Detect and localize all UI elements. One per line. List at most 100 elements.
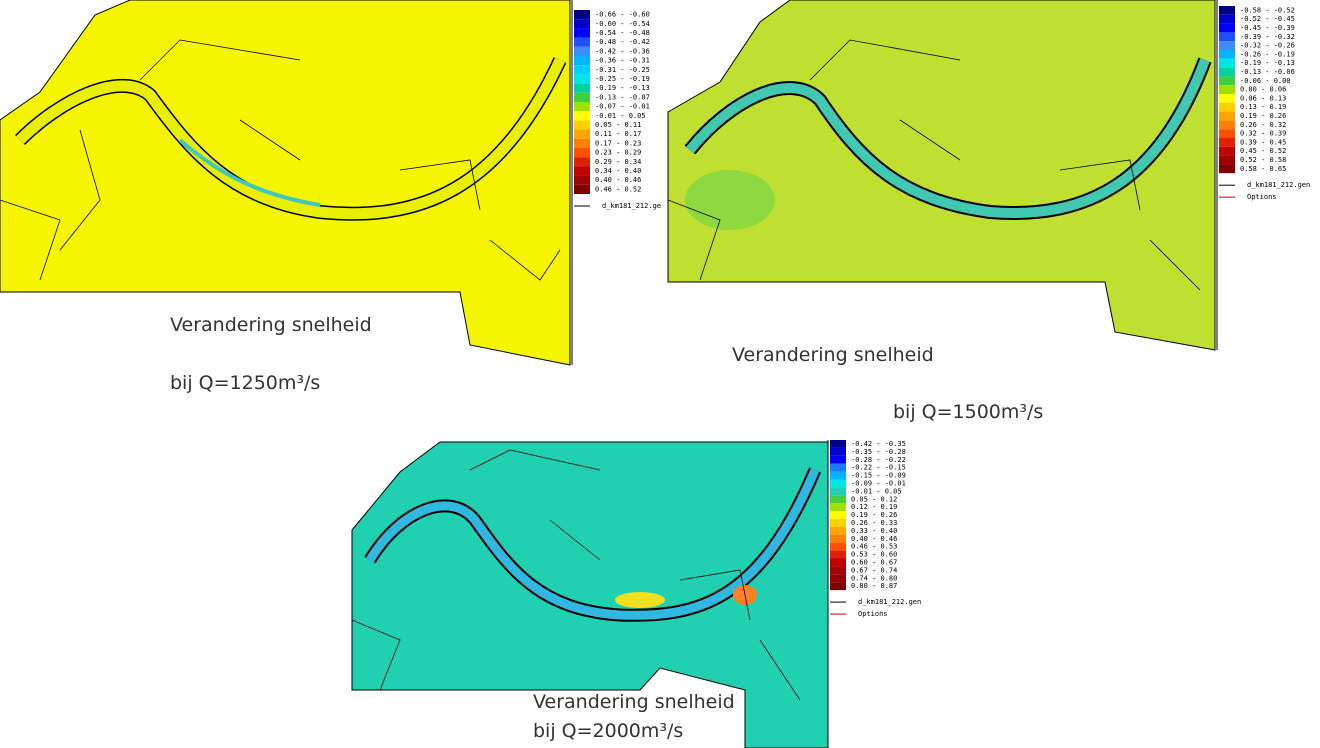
legend-label: -0.58 - -0.52: [1240, 6, 1295, 14]
legend-swatch: [830, 471, 846, 480]
legend-label: 0.05 - 0.12: [851, 495, 897, 503]
legend-label: -0.48 - -0.42: [595, 38, 650, 46]
hotspot: [615, 592, 665, 608]
legend-swatch: [574, 111, 590, 121]
legend-swatch: [830, 447, 846, 456]
legend-label: -0.60 - -0.54: [595, 20, 650, 28]
legend-swatch: [574, 83, 590, 93]
legend-label: 0.26 - 0.32: [1240, 121, 1286, 129]
legend-swatch: [1219, 23, 1235, 33]
legend-label: -0.35 - -0.28: [851, 448, 906, 456]
legend-label: -0.13 - -0.07: [595, 93, 650, 101]
legend-label: -0.28 - -0.22: [851, 456, 906, 464]
legend-swatch: [574, 166, 590, 176]
legend-swatch: [574, 184, 590, 194]
legend-label: 0.05 - 0.11: [595, 121, 641, 129]
legend-label: -0.31 - -0.25: [595, 66, 650, 74]
legend-swatch: [1219, 41, 1235, 50]
legend-swatch: [830, 582, 846, 591]
legend-swatch: [830, 526, 846, 535]
caption-discharge: bij Q=1500m³/s: [893, 401, 1043, 423]
caption-title: Verandering snelheid: [170, 314, 372, 336]
legend-swatch: [1219, 67, 1235, 77]
legend-swatch: [830, 550, 846, 559]
legend-label: -0.19 - -0.13: [595, 84, 650, 92]
legend-swatch: [830, 558, 846, 567]
legend-label: 0.74 - 0.80: [851, 574, 897, 582]
legend-label: -0.26 - -0.19: [1240, 50, 1295, 58]
caption-title: Verandering snelheid: [732, 344, 934, 366]
legend-label: 0.32 - 0.39: [1240, 130, 1286, 138]
legend-swatch: [830, 495, 846, 504]
legend-label: 0.40 - 0.46: [595, 176, 641, 184]
legend-label: 0.52 - 0.58: [1240, 156, 1286, 164]
legend-label: 0.13 - 0.19: [1240, 103, 1286, 111]
map-3: Verandering snelheid bij Q=2000m³/s: [351, 440, 829, 748]
legend-swatch: [574, 19, 590, 29]
legend-swatch: [574, 56, 590, 66]
legend-label: 0.29 - 0.34: [595, 158, 641, 166]
legend-swatch: [574, 157, 590, 167]
legend-label: 0.19 - 0.26: [851, 511, 897, 519]
legend-swatch: [574, 102, 590, 112]
river: [16, 57, 565, 220]
legend-swatch: [830, 534, 846, 543]
legend-swatch: [1219, 102, 1235, 112]
legend-label: 0.46 - 0.52: [595, 185, 641, 193]
land: [0, 0, 571, 366]
legend-label: -0.36 - -0.31: [595, 57, 650, 65]
legend-swatch: [1219, 129, 1235, 138]
legend-swatch: [830, 463, 846, 472]
legend-label: -0.25 - -0.19: [595, 75, 650, 83]
legend-label: 0.58 - 0.65: [1240, 165, 1286, 173]
river-channel: [178, 138, 321, 207]
legend-options: Options: [1247, 193, 1277, 201]
legend-label: -0.09 - -0.01: [851, 479, 906, 487]
caption-title: Verandering snelheid: [533, 691, 735, 713]
legend-swatch: [830, 574, 846, 583]
legend-swatch: [1219, 146, 1235, 156]
contours: [667, 39, 1201, 291]
legend-swatch: [574, 74, 590, 84]
legend-label: 0.33 - 0.40: [851, 527, 897, 535]
map-1: Verandering snelheid bij Q=1250m³/s: [0, 0, 670, 394]
contours: [0, 39, 561, 281]
legend-swatch: [1219, 85, 1235, 94]
legend-label: -0.06 - 0.00: [1240, 77, 1291, 85]
legend-label: -0.32 - -0.26: [1240, 42, 1295, 50]
legend-swatch: [830, 542, 846, 551]
legend-label: 0.26 - 0.33: [851, 519, 897, 527]
legend-swatch: [574, 28, 590, 38]
river: [366, 468, 820, 620]
legend-swatch: [574, 37, 590, 47]
legend-label: -0.19 - -0.13: [1240, 59, 1295, 67]
legend-label: -0.39 - -0.32: [1240, 33, 1295, 41]
legend-label: 0.40 - 0.46: [851, 535, 897, 543]
legend-swatch: [1219, 94, 1235, 103]
legend-swatch: [1219, 164, 1235, 174]
legend-label: 0.06 - 0.13: [1240, 94, 1286, 102]
legend-swatch: [830, 455, 846, 464]
legend-label: 0.19 - 0.26: [1240, 112, 1286, 120]
legend-swatch: [830, 487, 846, 496]
caption-discharge: bij Q=2000m³/s: [533, 720, 683, 742]
legend-swatch: [1219, 120, 1235, 130]
legend-swatch: [574, 65, 590, 75]
legend-swatch: [830, 440, 846, 448]
legend-swatch: [830, 566, 846, 575]
caption-discharge: bij Q=1250m³/s: [170, 372, 320, 394]
legend-label: 0.45 - 0.52: [1240, 147, 1286, 155]
legend-swatch: [830, 503, 846, 512]
legend-swatch: [574, 148, 590, 158]
legend-swatch: [1219, 50, 1235, 59]
legend-swatch: [1219, 111, 1235, 121]
legend-label: -0.45 - -0.39: [1240, 24, 1295, 32]
legend-swatch: [1219, 32, 1235, 42]
legend-label: -0.52 - -0.45: [1240, 15, 1295, 23]
legend-label: -0.07 - -0.01: [595, 103, 650, 111]
legend-label: -0.66 - -0.60: [595, 11, 650, 19]
legend-label: -0.15 - -0.09: [851, 472, 906, 480]
legend-options: Options: [858, 610, 888, 618]
legend-swatch: [574, 120, 590, 130]
legend-label: 0.67 - 0.74: [851, 566, 897, 574]
